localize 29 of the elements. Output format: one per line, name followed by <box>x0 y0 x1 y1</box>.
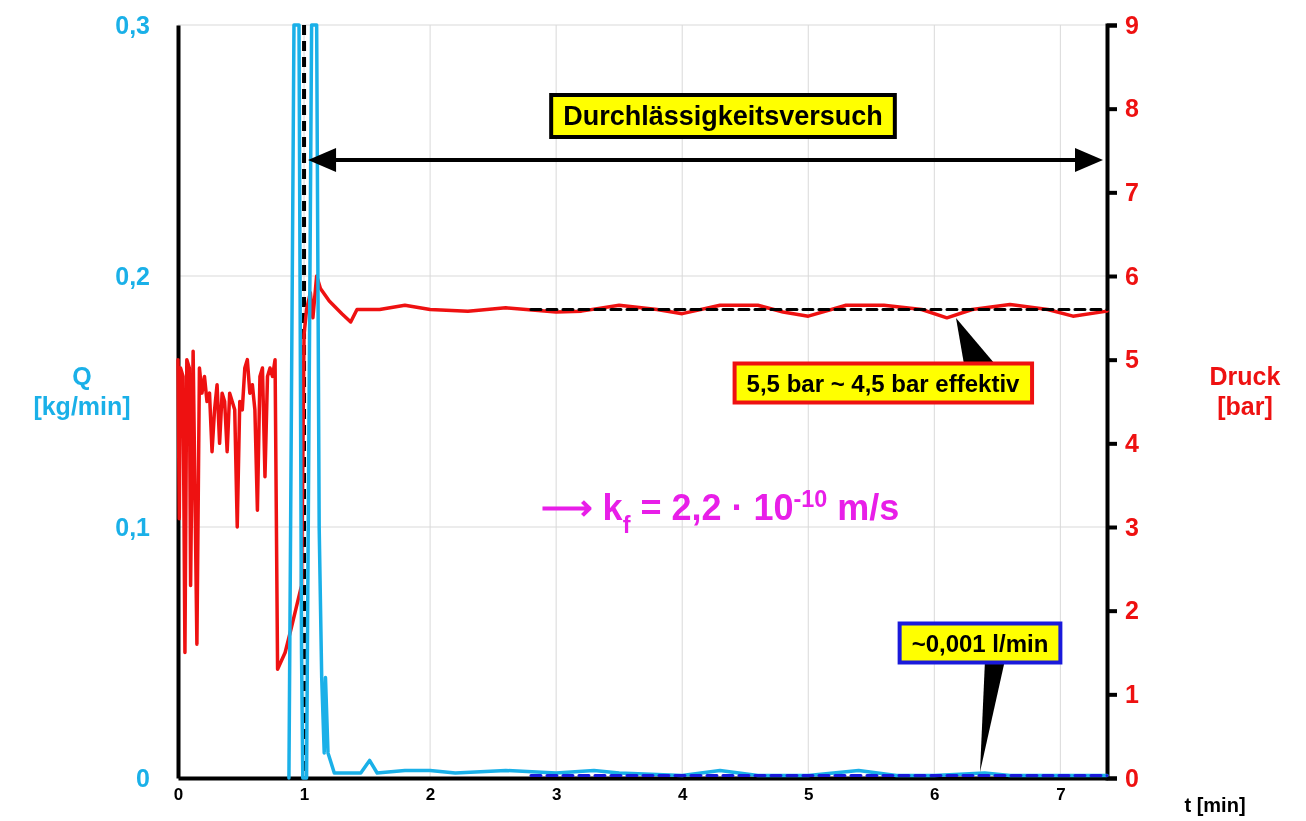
annotation: 5,5 bar ~ 4,5 bar effektiv <box>746 369 1021 397</box>
x-tick-label: 5 <box>804 785 814 805</box>
annotation: Durchlässigkeitsversuch <box>563 101 883 131</box>
y2-tick-label: 4 <box>1125 428 1139 457</box>
x-axis-title: t [min] <box>1184 794 1246 816</box>
y2-tick-label: 9 <box>1125 10 1139 39</box>
x-tick-label: 0 <box>173 785 184 805</box>
x-tick-label: 4 <box>677 785 688 805</box>
y-tick-label: 0,1 <box>115 512 151 541</box>
y2-tick-label: 8 <box>1125 94 1139 123</box>
y-tick-label: 0,2 <box>115 261 150 290</box>
line-series <box>176 274 1109 671</box>
y2-tick-label: 3 <box>1125 512 1139 541</box>
y2-axis-title: Druck [bar] <box>1209 362 1281 420</box>
x-tick-label: 1 <box>299 785 310 805</box>
annotation: ~0,001 l/min <box>911 629 1049 657</box>
x-tick-label: 6 <box>930 785 940 805</box>
y2-tick-label: 2 <box>1125 596 1139 625</box>
annotation: ⟶ k$_{f}$ = 2,2 · 10$^{-10}$ m/s <box>540 486 900 538</box>
y2-tick-label: 1 <box>1125 679 1139 708</box>
x-tick-label: 7 <box>1056 785 1066 805</box>
y-tick-label: 0,3 <box>115 10 150 39</box>
y-axis-title: Q [kg/min] <box>33 362 131 420</box>
x-tick-label: 3 <box>551 785 562 805</box>
y2-tick-label: 6 <box>1125 261 1139 290</box>
y2-tick-label: 7 <box>1125 177 1139 206</box>
line-series <box>287 23 1109 780</box>
y2-tick-label: 5 <box>1125 345 1139 374</box>
x-tick-label: 2 <box>425 785 436 805</box>
